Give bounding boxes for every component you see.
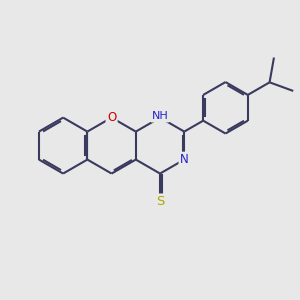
- Text: S: S: [156, 195, 164, 208]
- Text: N: N: [180, 153, 189, 166]
- Text: O: O: [107, 111, 116, 124]
- Text: NH: NH: [152, 111, 168, 121]
